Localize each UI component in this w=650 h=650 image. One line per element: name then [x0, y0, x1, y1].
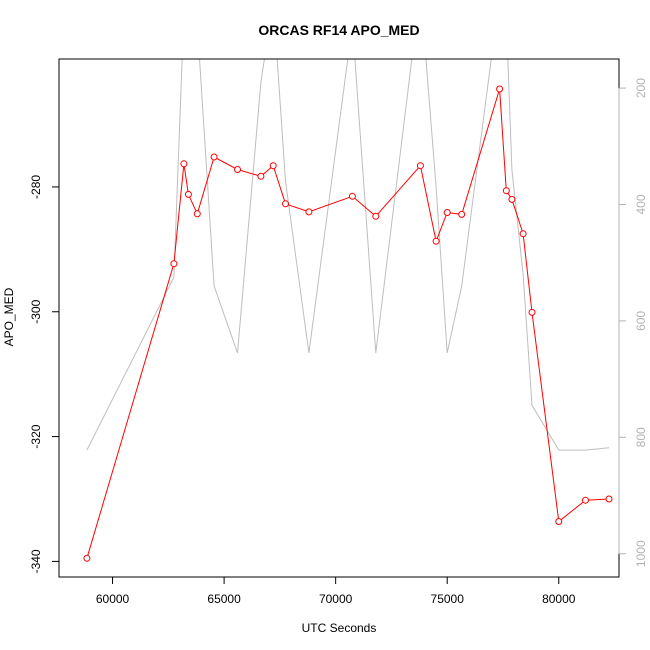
right-y-tick-label: 600: [634, 311, 648, 331]
right-y-tick-label: 800: [634, 427, 648, 447]
red-series-point: [184, 190, 192, 198]
y-axis: -340 -320 -300 -280: [29, 175, 60, 573]
red-series-point: [416, 162, 424, 170]
red-series-point: [528, 308, 536, 316]
red-series-point: [432, 237, 440, 245]
red-series-point: [282, 200, 289, 208]
x-tick-label: 80000: [542, 592, 576, 606]
grey-series-line: [86, 59, 610, 451]
chart-title: ORCAS RF14 APO_MED: [258, 22, 419, 38]
x-axis-label: UTC Seconds: [302, 621, 377, 635]
right-y-tick-label: 1000: [634, 540, 648, 567]
red-series-point: [305, 208, 313, 216]
right-y-axis: 200 400 600 800 1000: [618, 78, 648, 567]
red-series-point: [180, 160, 188, 168]
plot-area: [58, 58, 620, 578]
red-series-point: [234, 166, 241, 173]
x-axis: 60000 65000 70000 75000 80000: [96, 576, 576, 606]
red-series-point: [496, 85, 504, 93]
red-series-point: [372, 212, 380, 220]
red-series-point: [170, 260, 178, 268]
y-tick-label: -320: [29, 424, 43, 448]
y-tick-label: -340: [29, 549, 43, 573]
right-y-tick-label: 200: [634, 78, 648, 98]
red-series-point: [348, 192, 356, 200]
red-series-line: [86, 88, 610, 559]
y-tick-label: -280: [29, 175, 43, 199]
series-layer: [83, 59, 613, 562]
red-series-point: [519, 230, 527, 238]
right-y-tick-label: 400: [634, 194, 648, 214]
red-series-point: [83, 554, 91, 562]
red-series-point: [458, 210, 466, 218]
red-series-point: [582, 496, 589, 504]
red-series-point: [193, 210, 201, 218]
red-series-point: [269, 162, 277, 170]
red-series-point: [605, 495, 613, 503]
red-series-point: [443, 209, 451, 216]
red-series-point: [210, 153, 218, 161]
plot-frame: [58, 58, 620, 578]
red-series-point: [555, 518, 563, 525]
x-tick-label: 60000: [96, 592, 130, 606]
x-tick-label: 65000: [207, 592, 241, 606]
red-series-point: [508, 195, 516, 203]
red-series-point: [257, 172, 265, 180]
x-tick-label: 75000: [431, 592, 465, 606]
y-axis-label: APO_MED: [2, 287, 16, 346]
x-tick-label: 70000: [319, 592, 353, 606]
y-tick-label: -300: [29, 299, 43, 323]
red-series-point: [502, 187, 510, 195]
